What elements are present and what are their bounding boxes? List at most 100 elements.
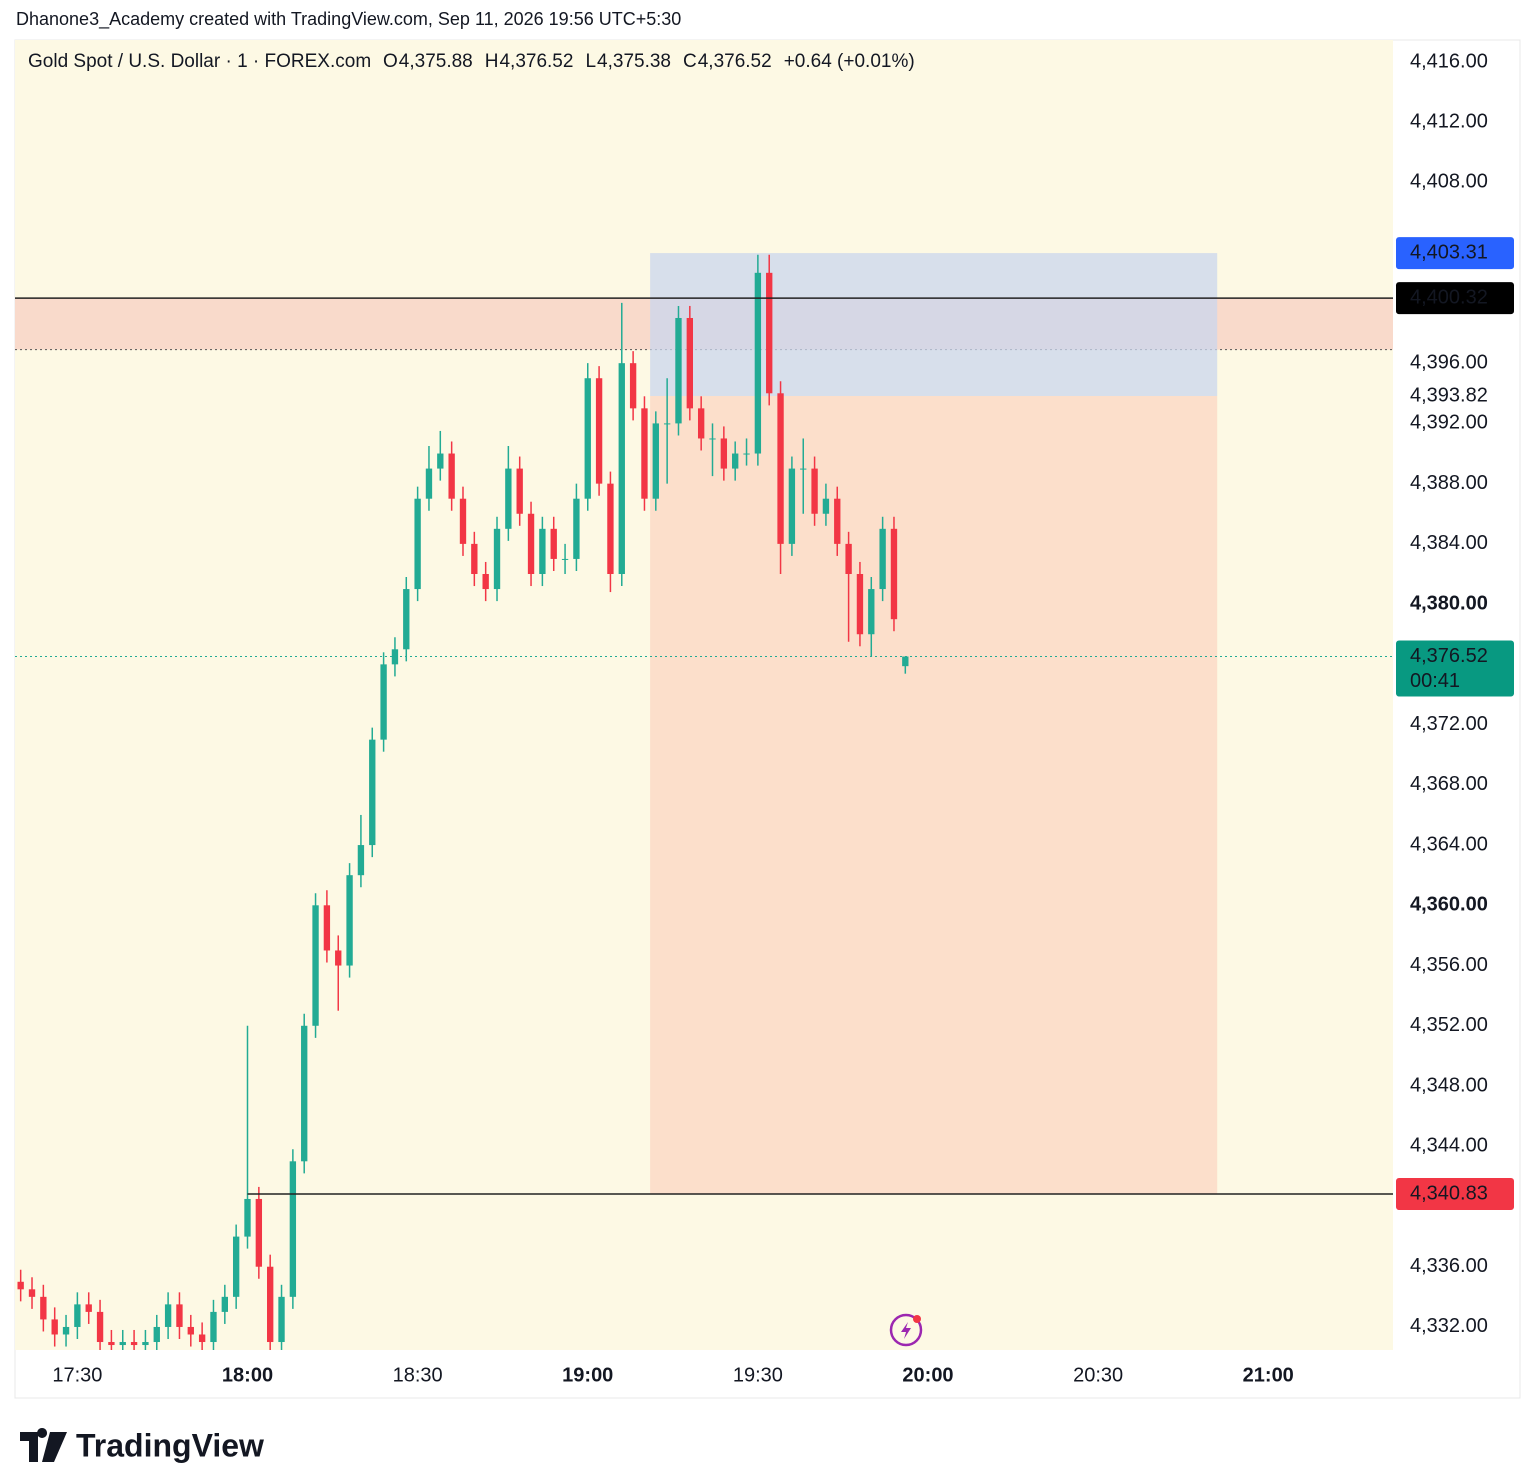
candle-body — [198, 1334, 206, 1343]
legend: O 4,375.88 H 4,376.52 L 4,375.38 C 4,376.52 +0.6… — [383, 51, 915, 72]
candle-body — [28, 1289, 36, 1297]
position-target-zone — [650, 395, 1218, 1194]
candle-body — [244, 1198, 251, 1237]
y-tick-label: 4,360.00 — [1410, 894, 1488, 916]
candle-body — [414, 498, 421, 590]
candle-body — [448, 453, 455, 499]
tradingview-logo — [20, 1428, 67, 1462]
candle-body — [663, 423, 671, 425]
legend-symbol: Gold Spot / U.S. Dollar · 1 · FOREX.com — [28, 51, 371, 72]
candle-body — [232, 1236, 240, 1297]
candle-body — [720, 438, 728, 469]
candle-body — [187, 1326, 194, 1335]
y-tick-label: 4,348.00 — [1410, 1074, 1488, 1096]
candle-body — [732, 453, 739, 469]
candle-body — [96, 1311, 104, 1343]
price-label: 4,340.83 — [1410, 1182, 1488, 1204]
candle-body — [686, 317, 693, 409]
candle-body — [550, 528, 557, 559]
plot — [15, 253, 1393, 1350]
legend-value: 4,376.52 — [698, 51, 772, 72]
candle-body — [822, 498, 830, 514]
y-tick-label: 4,336.00 — [1410, 1255, 1488, 1277]
legend-key: L — [585, 51, 596, 72]
candle-body — [130, 1342, 138, 1346]
candle-body — [890, 528, 898, 620]
candle-body — [85, 1304, 92, 1312]
candle-body — [119, 1342, 126, 1346]
price-label: 4,403.31 — [1410, 241, 1488, 263]
candle-body — [652, 423, 659, 499]
candle-body — [357, 845, 365, 876]
candle-body — [856, 573, 864, 635]
candle-body — [539, 528, 546, 574]
y-tick-label: 4,344.00 — [1410, 1135, 1488, 1157]
legend-key: O — [383, 51, 398, 72]
price-label-box — [1396, 237, 1514, 270]
x-tick-label: 20:00 — [902, 1364, 953, 1386]
x-tick-label: 17:30 — [52, 1364, 102, 1386]
candle-body — [482, 573, 489, 590]
candle-body — [437, 453, 444, 469]
candle-body — [301, 1025, 308, 1162]
candle-body — [74, 1304, 81, 1327]
candle-body — [777, 393, 784, 544]
y-tick-label: 4,384.00 — [1410, 532, 1488, 554]
candle-body — [335, 950, 342, 966]
candle-body — [164, 1304, 172, 1327]
candle-body — [471, 543, 478, 574]
candle-body — [255, 1198, 263, 1267]
candle-body — [516, 468, 523, 514]
candle-body — [561, 558, 569, 560]
brand-name: TradingView — [76, 1427, 264, 1463]
price-label: 4,400.32 — [1410, 286, 1488, 308]
price-label-box — [1396, 282, 1514, 315]
candle-body — [51, 1319, 58, 1335]
candle-body — [142, 1342, 149, 1346]
y-tick-label: 4,416.00 — [1410, 50, 1488, 72]
candle-body — [675, 317, 682, 424]
y-tick-label: 4,368.00 — [1410, 773, 1488, 795]
legend-key: H — [485, 51, 499, 72]
legend-value: 4,375.88 — [399, 51, 473, 72]
price-label-box — [1396, 1177, 1514, 1210]
candle-body — [902, 656, 909, 667]
candle-body — [607, 483, 614, 574]
candle-body — [709, 438, 716, 440]
y-tick-label: 4,372.00 — [1410, 713, 1488, 735]
candle-body — [505, 468, 512, 529]
candle-body — [641, 408, 648, 499]
axes: 4,416.00 4,412.00 4,408.00 4,396.00 4,393.82… — [52, 50, 1514, 1386]
candle-body — [403, 589, 410, 650]
x-tick-label: 19:30 — [733, 1364, 783, 1386]
y-tick-label: 4,412.00 — [1410, 111, 1488, 133]
candle-body — [289, 1161, 297, 1297]
candle-body — [573, 498, 580, 559]
legend-value: 4,376.52 — [499, 51, 573, 72]
candle-body — [425, 468, 433, 499]
candle-body — [380, 664, 387, 740]
price-label: 4,376.52 — [1410, 645, 1488, 667]
candle-body — [369, 739, 376, 846]
y-tick-label: 4,393.82 — [1410, 384, 1488, 406]
price-label-countdown: 00:41 — [1410, 670, 1460, 692]
y-tick-label: 4,408.00 — [1410, 171, 1488, 193]
candle-body — [879, 528, 886, 590]
candle-body — [811, 468, 818, 514]
candle-body — [697, 408, 705, 439]
candle-body — [278, 1296, 285, 1343]
candle-body — [618, 363, 625, 574]
candle-body — [17, 1281, 24, 1290]
candle-body — [346, 875, 353, 966]
candle-body — [221, 1296, 228, 1312]
candle-body — [40, 1296, 47, 1320]
price-label-box — [1396, 640, 1514, 697]
candle-body — [527, 513, 535, 574]
y-tick-label: 4,352.00 — [1410, 1014, 1488, 1036]
alert-icon[interactable] — [889, 1313, 923, 1347]
candle-body — [62, 1326, 70, 1335]
candle-body — [743, 453, 750, 455]
y-tick-label: 4,356.00 — [1410, 954, 1488, 976]
